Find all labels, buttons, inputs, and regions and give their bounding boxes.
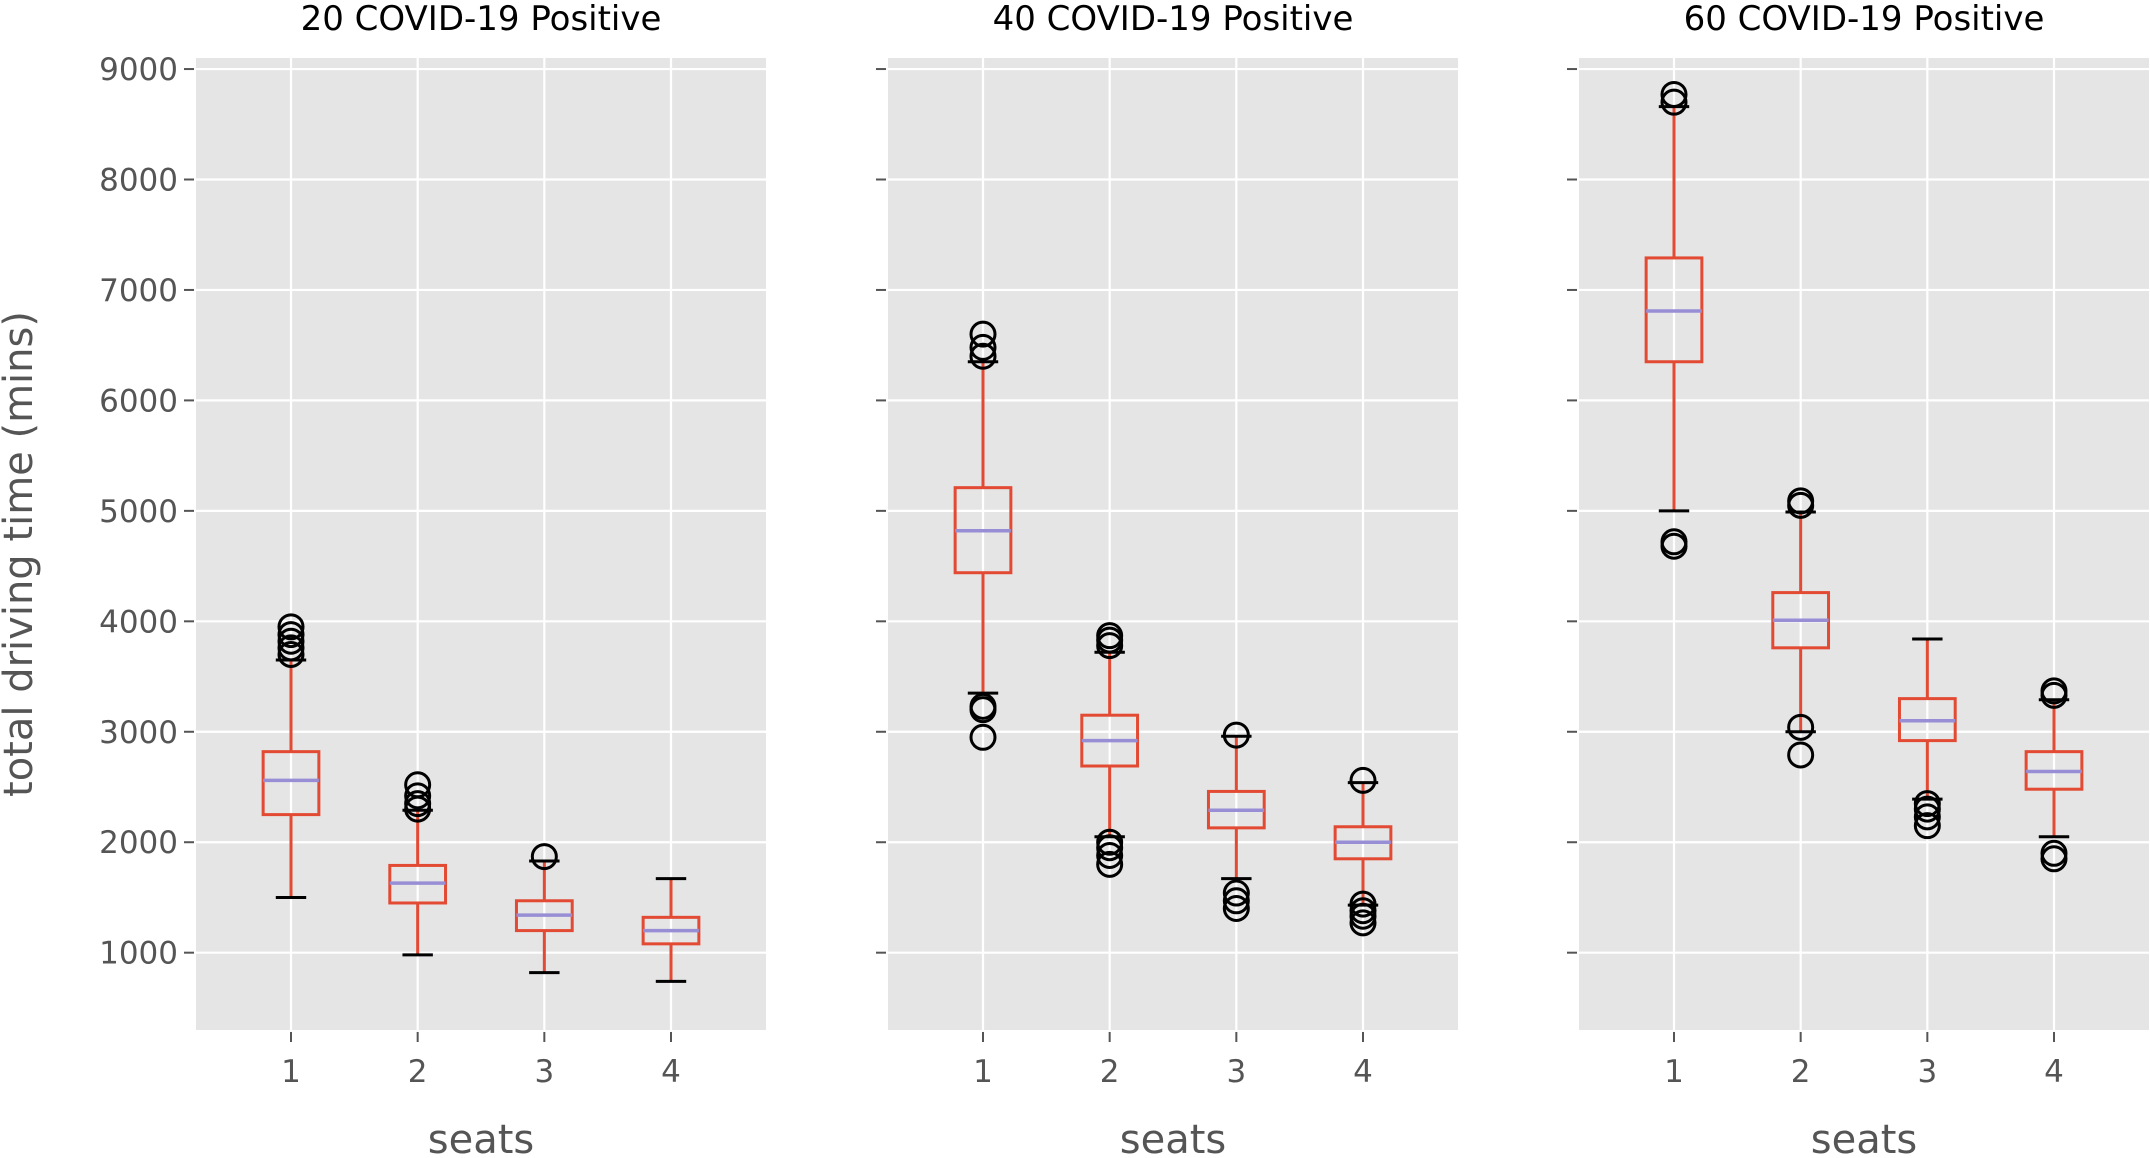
panels: 1000 2000 3000 4000 5000 6000 7000 8000 9000 1 2 3 4… [99, 0, 2149, 1158]
outlier-point [1787, 741, 1815, 769]
outlier-point [1096, 841, 1124, 869]
outlier-point [1349, 766, 1377, 794]
outlier-point [969, 723, 997, 751]
box-seats-4 [2024, 677, 2084, 873]
outlier-point [1222, 721, 1250, 749]
chart-panel-2: 1 2 3 4 40 COVID-19 Positive seats [876, 0, 1458, 1158]
outlier-point [2040, 839, 2068, 867]
outlier-point [1096, 828, 1124, 856]
chart-title: 40 COVID-19 Positive [993, 0, 1354, 39]
outlier-point [1349, 909, 1377, 937]
outlier-point [277, 627, 305, 655]
x-tick-label: 1 [281, 1054, 301, 1090]
box-seats-4 [641, 877, 701, 983]
outlier-point [1349, 897, 1377, 925]
outlier-point [277, 640, 305, 668]
outlier-point [1096, 622, 1124, 650]
y-axis [876, 68, 886, 954]
chart-panel-1: 1000 2000 3000 4000 5000 6000 7000 8000 9000 1 2 3 4… [99, 0, 766, 1158]
outlier-point [277, 634, 305, 662]
outlier-point [1787, 487, 1815, 515]
x-tick-label: 3 [1917, 1054, 1937, 1090]
x-axis: 1 2 3 4 [1664, 1032, 2064, 1090]
outlier-point [1349, 890, 1377, 918]
x-axis-label: seats [1120, 1117, 1226, 1158]
box-seats-1 [953, 320, 1013, 751]
chart-title: 60 COVID-19 Positive [1684, 0, 2045, 39]
x-axis: 1 2 3 4 [281, 1032, 681, 1090]
outlier-point [404, 771, 432, 799]
outlier-point [404, 790, 432, 818]
gridlines [888, 58, 1458, 1030]
box-seats-3 [1897, 637, 1957, 840]
outlier-point [404, 782, 432, 810]
outlier-point [277, 621, 305, 649]
plot-area [196, 58, 766, 1030]
outlier-point [1660, 80, 1688, 108]
outlier-point [1787, 713, 1815, 741]
outlier-point [1913, 790, 1941, 818]
outlier-point [969, 692, 997, 720]
outlier-point [1222, 895, 1250, 922]
outlier-point [1660, 528, 1688, 556]
box-seats-2 [388, 771, 448, 957]
x-tick-label: 4 [1353, 1054, 1373, 1090]
y-tick-label: 1000 [99, 936, 178, 972]
x-tick-label: 4 [2044, 1054, 2064, 1090]
y-tick-label: 5000 [99, 494, 178, 530]
outlier-point [1222, 887, 1250, 915]
y-tick-label: 9000 [99, 52, 178, 88]
outlier-point [1913, 812, 1941, 840]
outlier-point [1913, 803, 1941, 831]
x-tick-label: 1 [973, 1054, 993, 1090]
x-axis-label: seats [1811, 1117, 1917, 1158]
plot-area [1579, 58, 2149, 1030]
outlier-point [969, 333, 997, 361]
y-tick-label: 6000 [99, 383, 178, 419]
y-tick-label: 7000 [99, 273, 178, 309]
chart-panel-3: 1 2 3 4 60 COVID-19 Positive seats [1567, 0, 2149, 1158]
box-seats-3 [1206, 721, 1266, 922]
outlier-point [1660, 88, 1688, 116]
outlier-point [2040, 677, 2068, 705]
y-axis [1567, 68, 1577, 954]
x-tick-label: 3 [534, 1054, 554, 1090]
x-tick-label: 3 [1226, 1054, 1246, 1090]
y-axis: 1000 2000 3000 4000 5000 6000 7000 8000 9000 [99, 52, 194, 972]
box-seats-3 [514, 843, 574, 975]
y-tick-label: 2000 [99, 825, 178, 861]
y-tick-label: 8000 [99, 163, 178, 199]
outlier-point [1096, 850, 1124, 878]
box-seats-1 [1644, 80, 1704, 560]
y-axis-label: total driving time (mins) [0, 311, 42, 797]
x-tick-label: 4 [661, 1054, 681, 1090]
x-tick-label: 1 [1664, 1054, 1684, 1090]
plot-area [888, 58, 1458, 1030]
outlier-point [1222, 879, 1250, 907]
outlier-point [530, 843, 558, 871]
box [261, 750, 321, 817]
chart-title: 20 COVID-19 Positive [301, 0, 662, 39]
x-tick-label: 2 [1791, 1054, 1811, 1090]
x-axis-label: seats [428, 1117, 534, 1158]
box-seats-1 [261, 613, 321, 899]
y-tick-label: 4000 [99, 604, 178, 640]
outlier-point [277, 613, 305, 641]
y-tick-label: 3000 [99, 715, 178, 751]
outlier-point [969, 320, 997, 348]
box-seats-2 [1080, 622, 1140, 878]
x-tick-label: 2 [408, 1054, 428, 1090]
x-tick-label: 2 [1100, 1054, 1120, 1090]
box-seats-2 [1771, 487, 1831, 769]
box-seats-4 [1333, 766, 1393, 937]
outlier-point [969, 342, 997, 370]
x-axis: 1 2 3 4 [973, 1032, 1373, 1090]
